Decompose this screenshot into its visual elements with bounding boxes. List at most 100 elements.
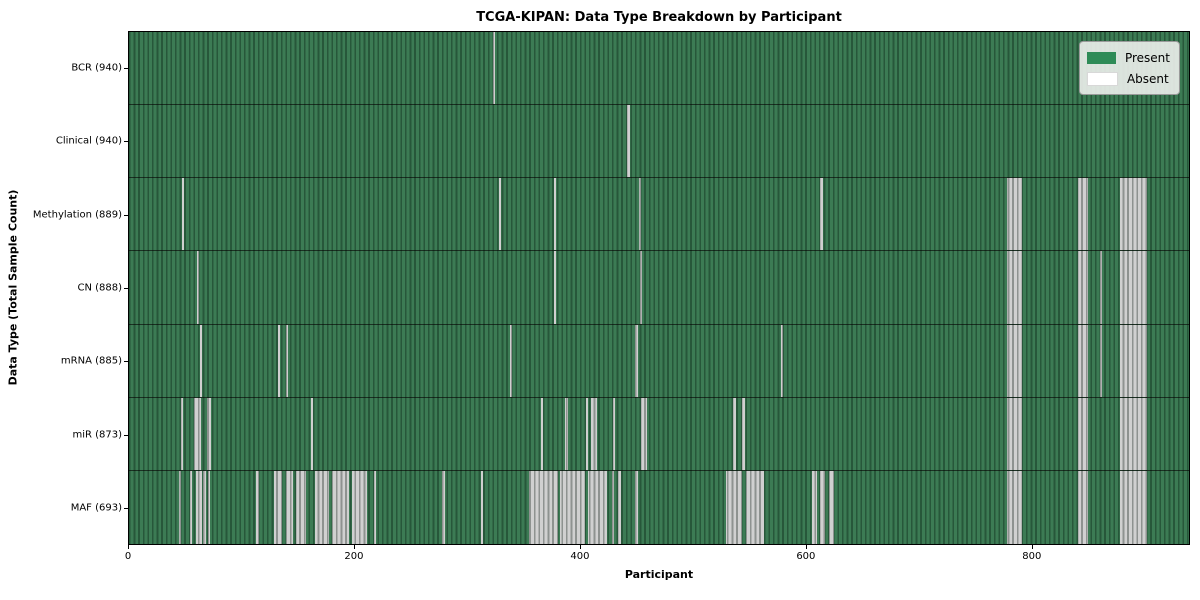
absent-bar: [829, 470, 834, 544]
row-label-mrna: mRNA (885): [60, 355, 122, 367]
absent-bar: [820, 470, 825, 544]
x-tick: [128, 545, 129, 549]
absent-bar: [189, 470, 193, 544]
absent-bar: [540, 397, 543, 470]
absent-bar: [178, 470, 181, 544]
x-tick-label: 400: [570, 551, 590, 562]
y-tick: [124, 141, 128, 143]
plot-area: Present Absent: [128, 31, 1190, 545]
absent-bar: [1078, 397, 1088, 470]
absent-bar: [196, 251, 199, 324]
x-tick: [1031, 545, 1033, 549]
absent-bar: [285, 470, 293, 544]
absent-bar: [1007, 178, 1023, 251]
absent-bar: [812, 470, 817, 544]
absent-bar: [1078, 324, 1088, 397]
absent-bar: [1078, 251, 1088, 324]
row-band-mrna: [129, 324, 1189, 398]
absent-bar: [203, 470, 206, 544]
absent-bar: [194, 397, 202, 470]
absent-bar: [639, 251, 643, 324]
legend-absent-label: Absent: [1126, 71, 1169, 86]
absent-bar: [742, 397, 745, 470]
absent-bar: [612, 397, 616, 470]
absent-bar: [493, 32, 496, 105]
absent-bar: [1007, 397, 1023, 470]
absent-bar: [554, 178, 557, 251]
absent-bar: [331, 470, 349, 544]
absent-bar: [635, 470, 638, 544]
absent-bar: [295, 470, 307, 544]
row-band-bcr: [129, 32, 1189, 106]
absent-bar: [1007, 251, 1023, 324]
y-tick: [124, 288, 128, 289]
absent-bar: [587, 470, 608, 544]
absent-bar: [1120, 397, 1148, 470]
absent-bar: [498, 178, 502, 251]
x-tick-label: 800: [1022, 551, 1042, 562]
absent-bar: [315, 470, 329, 544]
absent-bar: [1120, 251, 1148, 324]
absent-bar: [611, 470, 614, 544]
absent-bar: [207, 470, 211, 544]
absent-bar: [529, 470, 558, 544]
x-tick: [805, 545, 807, 549]
absent-bar: [277, 324, 281, 397]
row-label-mir: miR (873): [72, 429, 122, 441]
y-tick: [124, 508, 128, 510]
x-tick: [579, 545, 581, 549]
absent-bar: [585, 397, 588, 470]
x-tick-label: 200: [344, 551, 364, 562]
absent-bar: [733, 397, 736, 470]
absent-bar: [442, 470, 445, 544]
x-tick: [353, 545, 355, 549]
absent-bar: [373, 470, 376, 544]
x-tick-label: 0: [124, 551, 132, 562]
absent-bar: [820, 178, 823, 251]
y-axis-label: Data Type (Total Sample Count): [6, 189, 20, 386]
absent-bar: [1078, 178, 1088, 251]
chart-title: TCGA-KIPAN: Data Type Breakdown by Parti…: [476, 10, 842, 25]
legend-entry-absent: Absent: [1086, 68, 1170, 89]
y-tick: [124, 361, 128, 363]
absent-bar: [256, 470, 259, 544]
absent-bar: [559, 470, 585, 544]
absent-bar: [725, 470, 743, 544]
absent-bar: [554, 251, 557, 324]
absent-bar: [745, 470, 764, 544]
absent-bar: [780, 324, 784, 397]
absent-bar: [1120, 324, 1148, 397]
absent-bar: [627, 105, 630, 178]
legend-absent-swatch: [1086, 71, 1118, 86]
x-axis-label: Participant: [624, 568, 694, 581]
row-label-bcr: BCR (940): [71, 62, 122, 74]
row-band-mir: [129, 397, 1189, 471]
absent-bar: [1120, 178, 1148, 251]
absent-bar: [565, 397, 568, 470]
row-band-cn: [129, 251, 1189, 325]
absent-bar: [274, 470, 283, 544]
y-tick: [124, 434, 128, 436]
row-band-methylation: [129, 178, 1189, 252]
y-tick: [124, 67, 128, 69]
absent-bar: [591, 397, 597, 470]
row-label-clinical: Clinical (940): [55, 135, 122, 147]
absent-bar: [310, 397, 313, 470]
absent-bar: [285, 324, 288, 397]
row-label-maf: MAF (693): [70, 502, 122, 514]
legend-present-label: Present: [1124, 50, 1170, 65]
absent-bar: [618, 470, 621, 544]
absent-bar: [200, 324, 203, 397]
absent-bar: [195, 470, 203, 544]
legend-entry-present: Present: [1086, 47, 1170, 68]
absent-bar: [1007, 324, 1023, 397]
absent-bar: [352, 470, 367, 544]
row-band-maf: [129, 470, 1189, 544]
row-band-clinical: [129, 105, 1189, 179]
row-label-cn: CN (888): [77, 282, 122, 294]
row-label-methylation: Methylation (889): [32, 209, 122, 221]
y-tick: [124, 214, 128, 216]
legend: Present Absent: [1078, 41, 1180, 95]
absent-bar: [1078, 470, 1088, 544]
